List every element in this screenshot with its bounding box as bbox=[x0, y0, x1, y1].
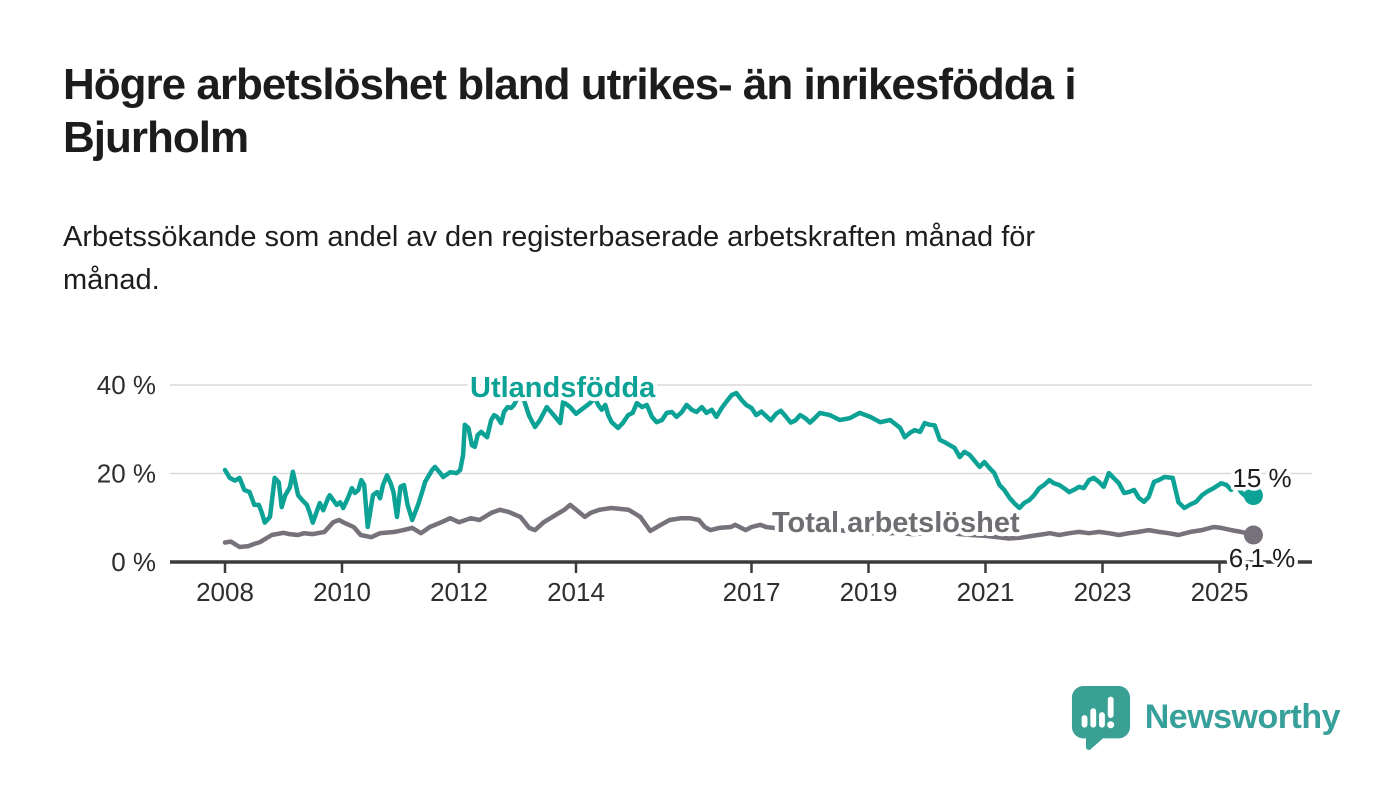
newsworthy-logo-icon bbox=[1071, 686, 1130, 750]
x-tick-label: 2014 bbox=[547, 577, 605, 607]
brand-name: Newsworthy bbox=[1144, 697, 1341, 736]
chart-subtitle: Arbetssökande som andel av den registerb… bbox=[63, 216, 1343, 302]
y-tick-label: 40 % bbox=[97, 370, 156, 400]
x-tick-label: 2017 bbox=[723, 577, 781, 607]
chart-header: Högre arbetslöshet bland utrikes- än inr… bbox=[63, 58, 1343, 302]
series-line-utlandsfodda bbox=[222, 390, 1256, 530]
series-end-label: 15 % bbox=[1232, 463, 1291, 493]
page-title: Högre arbetslöshet bland utrikes- än inr… bbox=[63, 58, 1343, 164]
x-tick-label: 2023 bbox=[1074, 577, 1132, 607]
title-line-1: Högre arbetslöshet bland utrikes- än inr… bbox=[63, 60, 1077, 109]
logo-exclamation-bar bbox=[1107, 696, 1114, 718]
logo-bar-3 bbox=[1098, 712, 1105, 728]
logo-bar-2 bbox=[1090, 708, 1096, 728]
y-tick-label: 0 % bbox=[111, 547, 156, 577]
title-line-2: Bjurholm bbox=[63, 113, 249, 162]
x-tick-label: 2012 bbox=[430, 577, 488, 607]
x-tick-label: 2025 bbox=[1191, 577, 1249, 607]
subtitle-line-1: Arbetssökande som andel av den registerb… bbox=[63, 221, 1036, 253]
newsworthy-branding: Newsworthy bbox=[1070, 684, 1341, 750]
subtitle-line-2: månad. bbox=[63, 264, 160, 296]
x-tick-label: 2010 bbox=[313, 577, 371, 607]
logo-exclamation-dot bbox=[1106, 721, 1114, 729]
series-label: Utlandsfödda bbox=[470, 372, 656, 404]
series-label: Total arbetslöshet bbox=[772, 507, 1020, 539]
series-end-dot-total bbox=[1243, 525, 1263, 545]
series-line-total bbox=[222, 502, 1256, 550]
x-tick-label: 2019 bbox=[840, 577, 898, 607]
y-tick-label: 20 % bbox=[97, 459, 156, 489]
series-end-label: 6,1 % bbox=[1229, 543, 1296, 573]
series-end-dot-utlandsfodda bbox=[1243, 486, 1263, 506]
x-tick-label: 2021 bbox=[957, 577, 1015, 607]
x-tick-label: 2008 bbox=[196, 577, 254, 607]
logo-bar-1 bbox=[1081, 715, 1088, 728]
